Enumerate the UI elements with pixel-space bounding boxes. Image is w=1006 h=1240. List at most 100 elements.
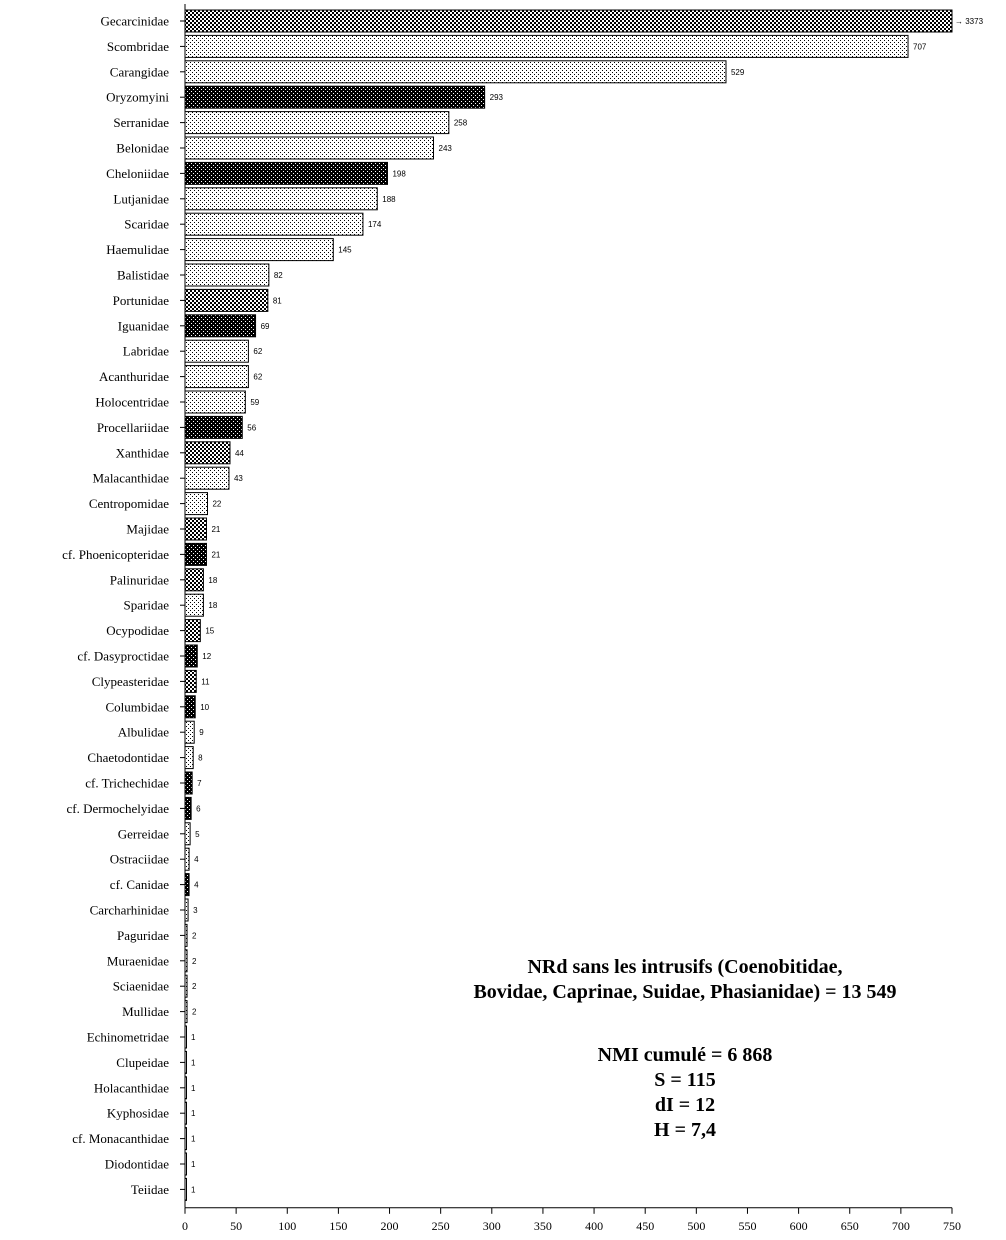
value-label-10: 82 [274, 271, 283, 280]
value-label-33: 4 [194, 855, 199, 864]
category-label-31: cf. Dermochelyidae [66, 801, 169, 816]
x-tick-label-5: 250 [432, 1219, 450, 1233]
value-label-17: 44 [235, 449, 244, 458]
bar-22 [184, 568, 204, 592]
bar-29 [184, 746, 194, 770]
value-label-11: 81 [273, 296, 282, 305]
x-tick-label-9: 450 [636, 1219, 654, 1233]
x-tick-label-12: 600 [790, 1219, 808, 1233]
value-label-39: 2 [192, 1008, 197, 1017]
bar-19 [184, 492, 208, 516]
x-tick-label-14: 700 [892, 1219, 910, 1233]
value-label-25: 12 [202, 652, 211, 661]
category-label-18: Malacanthidae [92, 471, 169, 486]
value-label-4: 258 [454, 119, 468, 128]
value-label-0: → 3373 [955, 17, 984, 26]
category-label-44: cf. Monacanthidae [72, 1131, 169, 1146]
x-tick-label-15: 750 [943, 1219, 961, 1233]
summary-h: H = 7,4 [654, 1119, 716, 1141]
category-label-11: Portunidae [113, 293, 170, 308]
value-label-38: 2 [192, 982, 197, 991]
value-label-41: 1 [191, 1058, 196, 1067]
value-label-5: 243 [439, 144, 453, 153]
value-label-37: 2 [192, 957, 197, 966]
value-label-9: 145 [338, 246, 352, 255]
bar-2 [184, 60, 727, 84]
bar-13 [184, 339, 249, 363]
summary-block-nrd: NRd sans les intrusifs (Coenobitidae, Bo… [380, 955, 990, 1005]
bar-12 [184, 314, 257, 338]
category-label-21: cf. Phoenicopteridae [62, 547, 169, 562]
bar-17 [184, 441, 231, 465]
value-label-19: 22 [212, 500, 221, 509]
value-label-18: 43 [234, 474, 243, 483]
value-label-45: 1 [191, 1160, 196, 1169]
value-label-24: 15 [205, 627, 214, 636]
category-label-4: Serranidae [113, 115, 169, 130]
value-label-32: 5 [195, 830, 200, 839]
value-label-12: 69 [261, 322, 270, 331]
bar-1 [184, 34, 909, 58]
bar-6 [184, 161, 388, 185]
category-label-22: Palinuridae [110, 572, 169, 587]
x-tick-label-4: 200 [381, 1219, 399, 1233]
bar-5 [184, 136, 435, 160]
x-tick-label-8: 400 [585, 1219, 603, 1233]
value-label-1: 707 [913, 42, 927, 51]
value-label-44: 1 [191, 1135, 196, 1144]
value-label-31: 6 [196, 804, 201, 813]
category-label-35: Carcharhinidae [90, 903, 170, 918]
category-label-41: Clupeidae [116, 1055, 169, 1070]
bar-34 [184, 873, 190, 897]
bar-28 [184, 720, 195, 744]
x-tick-label-10: 500 [687, 1219, 705, 1233]
value-label-36: 2 [192, 931, 197, 940]
value-label-27: 10 [200, 703, 209, 712]
bar-31 [184, 796, 192, 820]
category-label-46: Teiidae [131, 1182, 169, 1197]
category-label-32: Gerreidae [118, 826, 169, 841]
category-label-36: Paguridae [117, 928, 169, 943]
bars-layer: Gecarcinidae → 3373 Scombridae 707 Carangida… [62, 9, 984, 1201]
value-label-7: 188 [382, 195, 396, 204]
bar-8 [184, 212, 364, 236]
category-label-3: Oryzomyini [106, 90, 169, 105]
category-label-28: Albulidae [118, 725, 169, 740]
value-label-46: 1 [191, 1185, 196, 1194]
x-tick-label-0: 0 [182, 1219, 188, 1233]
bar-30 [184, 771, 193, 795]
category-label-24: Ocypodidae [106, 623, 169, 638]
summary-nmi: NMI cumulé = 6 868 [597, 1044, 773, 1066]
category-label-30: cf. Trichechidae [85, 776, 169, 791]
bar-16 [184, 415, 243, 439]
x-tick-label-2: 100 [278, 1219, 296, 1233]
category-label-15: Holocentridae [95, 395, 169, 410]
bar-18 [184, 466, 230, 490]
bar-20 [184, 517, 207, 541]
bar-32 [184, 822, 191, 846]
category-label-26: Clypeasteridae [92, 674, 169, 689]
value-label-6: 198 [392, 169, 406, 178]
category-label-16: Procellariidae [97, 420, 169, 435]
bar-25 [184, 644, 198, 668]
category-label-0: Gecarcinidae [100, 14, 169, 29]
bar-21 [184, 542, 207, 566]
category-label-6: Cheloniidae [106, 166, 169, 181]
value-label-22: 18 [208, 576, 217, 585]
category-label-43: Kyphosidae [107, 1106, 169, 1121]
x-tick-label-6: 300 [483, 1219, 501, 1233]
summary-di: dI = 12 [654, 1094, 716, 1116]
category-label-39: Mullidae [122, 1004, 169, 1019]
value-label-20: 21 [211, 525, 220, 534]
category-label-20: Majidae [126, 522, 169, 537]
value-label-42: 1 [191, 1084, 196, 1093]
bar-4 [184, 111, 450, 135]
category-label-29: Chaetodontidae [87, 750, 169, 765]
category-label-42: Holacanthidae [94, 1080, 169, 1095]
category-label-5: Belonidae [116, 141, 169, 156]
value-label-35: 3 [193, 906, 198, 915]
category-label-1: Scombridae [107, 39, 169, 54]
bar-9 [184, 238, 334, 262]
x-tick-label-11: 550 [738, 1219, 756, 1233]
